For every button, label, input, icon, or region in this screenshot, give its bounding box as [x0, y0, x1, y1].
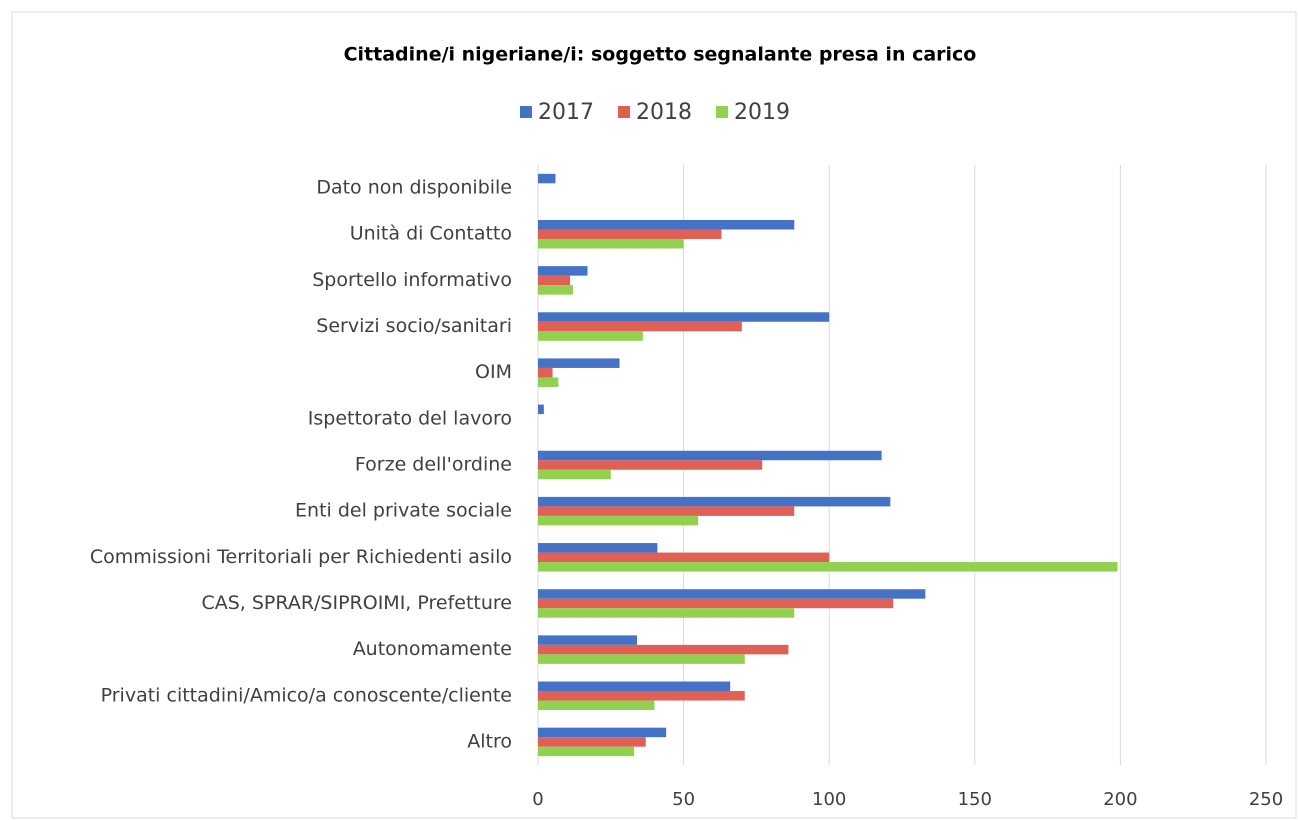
x-tick-label: 200 [1103, 789, 1137, 810]
bar [538, 312, 830, 322]
bar [538, 515, 699, 526]
y-tick-label: OIM [475, 361, 512, 383]
bar [538, 644, 789, 655]
legend-swatch [618, 106, 630, 118]
bar [538, 404, 544, 415]
bar [538, 275, 571, 286]
y-tick-label: Autonomamente [353, 638, 512, 660]
bar [538, 737, 646, 747]
bar [538, 691, 745, 701]
bar [538, 238, 684, 249]
y-tick-label: Forze dell'ordine [355, 454, 512, 476]
y-tick-label: Sportello informativo [312, 269, 512, 291]
bar [538, 321, 742, 332]
bar [538, 173, 556, 184]
bar [538, 358, 620, 368]
bar [538, 727, 667, 738]
x-tick-label: 0 [532, 789, 543, 810]
bar [538, 460, 763, 470]
chart-title: Cittadine/i nigeriane/i: soggetto segnal… [344, 44, 977, 66]
bar [538, 285, 573, 295]
y-tick-label: Commissioni Territoriali per Richiedenti… [90, 546, 512, 568]
bar [538, 654, 745, 664]
legend-label: 2018 [636, 100, 692, 125]
bar [538, 229, 722, 239]
x-tick-label: 150 [958, 789, 992, 810]
y-tick-label: Unità di Contatto [350, 223, 512, 245]
bar [538, 377, 559, 387]
bar [538, 367, 553, 378]
x-tick-label: 50 [672, 789, 695, 810]
x-tick-label: 100 [812, 789, 846, 810]
y-tick-label: Servizi socio/sanitari [316, 315, 512, 337]
y-tick-label: Enti del private sociale [295, 500, 512, 522]
y-tick-label: Dato non disponibile [316, 177, 512, 199]
legend-label: 2017 [538, 100, 594, 125]
legend-swatch [520, 106, 532, 118]
x-tick-label: 250 [1249, 789, 1283, 810]
y-tick-label: Ispettorato del lavoro [308, 407, 512, 429]
bar [538, 608, 795, 618]
bar [538, 589, 926, 599]
bar [538, 635, 638, 645]
bar [538, 219, 795, 230]
bar [538, 496, 891, 507]
bar [538, 266, 588, 276]
bar [538, 746, 635, 757]
y-tick-label: Altro [467, 730, 512, 752]
legend-label: 2019 [734, 100, 790, 125]
bar [538, 598, 894, 609]
y-tick-label: CAS, SPRAR/SIPROIMI, Prefetture [201, 592, 512, 614]
bar [538, 331, 643, 341]
legend-swatch [716, 106, 728, 118]
bar [538, 450, 882, 461]
y-tick-label: Privati cittadini/Amico/a conoscente/cli… [101, 684, 512, 706]
bar [538, 469, 611, 480]
bar [538, 543, 658, 553]
bar [538, 700, 655, 711]
bar [538, 552, 830, 563]
bar [538, 562, 1118, 572]
bar [538, 506, 795, 516]
bar [538, 681, 731, 692]
